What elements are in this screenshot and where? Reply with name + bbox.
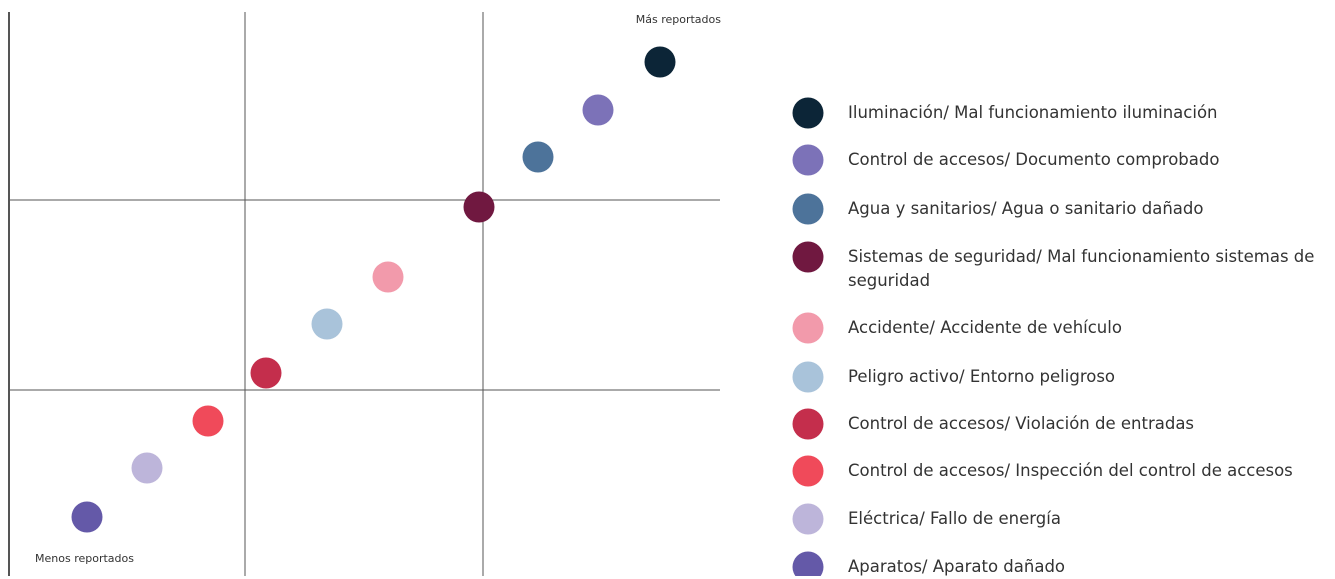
legend-dot (792, 193, 824, 225)
legend-label: Iluminación/ Mal funcionamiento iluminac… (848, 103, 1218, 122)
dot (250, 357, 282, 389)
legend-label: Control de accesos/ Inspección del contr… (848, 461, 1293, 480)
dot (522, 141, 554, 173)
legend-label: Control de accesos/ Violación de entrada… (848, 414, 1195, 433)
legend-dot (792, 551, 824, 576)
top-label: Más reportados (636, 13, 722, 26)
dot (582, 94, 614, 126)
dot (131, 452, 163, 484)
legend-label: Eléctrica/ Fallo de energía (848, 509, 1061, 528)
legend-label: Peligro activo/ Entorno peligroso (848, 367, 1116, 386)
legend-label: Control de accesos/ Documento comprobado (848, 150, 1220, 169)
legend-dot (792, 408, 824, 440)
legend-dot (792, 97, 824, 129)
dot (644, 46, 676, 78)
legend-label: Accidente/ Accidente de vehículo (848, 318, 1122, 337)
legend-dot (792, 361, 824, 393)
dot (192, 405, 224, 437)
legend-dot (792, 455, 824, 487)
legend-label: Agua y sanitarios/ Agua o sanitario daña… (848, 199, 1204, 218)
legend-dot (792, 312, 824, 344)
legend-dot (792, 144, 824, 176)
dot (311, 308, 343, 340)
dot (463, 191, 495, 223)
dot (372, 261, 404, 293)
legend-dot (792, 503, 824, 535)
bottom-label: Menos reportados (35, 552, 134, 565)
legend-label: Sistemas de seguridad/ Mal funcionamient… (848, 247, 1315, 290)
dot (71, 501, 103, 533)
legend-dot (792, 241, 824, 273)
legend-label: Aparatos/ Aparato dañado (848, 557, 1066, 576)
